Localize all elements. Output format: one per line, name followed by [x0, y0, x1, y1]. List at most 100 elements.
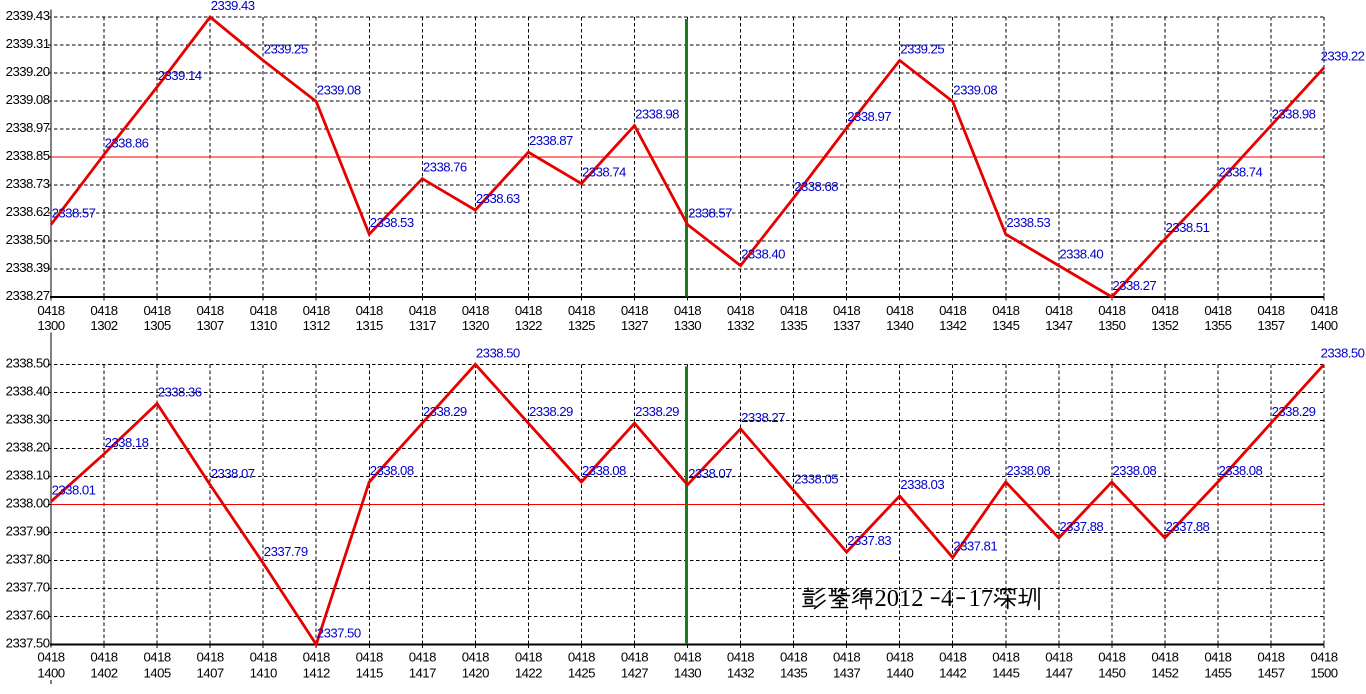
svg-text:0418: 0418 [1151, 650, 1178, 665]
svg-text:2338.74: 2338.74 [582, 165, 626, 180]
svg-text:2337.60: 2337.60 [6, 607, 50, 622]
svg-text:0418: 0418 [303, 650, 330, 665]
svg-text:1455: 1455 [1204, 665, 1231, 680]
svg-text:2338.76: 2338.76 [423, 160, 467, 175]
svg-text:1340: 1340 [886, 318, 913, 333]
svg-text:2338.30: 2338.30 [6, 411, 50, 426]
svg-text:2338.10: 2338.10 [6, 467, 50, 482]
svg-text:2338.50: 2338.50 [6, 355, 50, 370]
svg-text:0418: 0418 [780, 650, 807, 665]
svg-text:0418: 0418 [886, 650, 913, 665]
svg-text:2338.03: 2338.03 [900, 477, 944, 492]
svg-text:1420: 1420 [462, 665, 489, 680]
svg-text:2339.43: 2339.43 [211, 0, 255, 13]
svg-text:0418: 0418 [197, 650, 224, 665]
svg-text:2339.22: 2339.22 [1321, 49, 1365, 64]
svg-text:2338.27: 2338.27 [741, 410, 785, 425]
svg-text:1350: 1350 [1098, 318, 1125, 333]
svg-text:1315: 1315 [356, 318, 383, 333]
svg-text:1440: 1440 [886, 665, 913, 680]
svg-text:0418: 0418 [409, 303, 436, 318]
svg-text:1430: 1430 [674, 665, 701, 680]
svg-text:0418: 0418 [356, 650, 383, 665]
svg-text:0418: 0418 [886, 303, 913, 318]
svg-text:2338.63: 2338.63 [476, 191, 520, 206]
svg-text:0418: 0418 [1204, 650, 1231, 665]
svg-text:0418: 0418 [144, 303, 171, 318]
svg-text:1457: 1457 [1257, 665, 1284, 680]
svg-text:1337: 1337 [833, 318, 860, 333]
svg-text:1342: 1342 [939, 318, 966, 333]
svg-text:2338.74: 2338.74 [1219, 165, 1263, 180]
svg-text:1355: 1355 [1204, 318, 1231, 333]
svg-text:2338.97: 2338.97 [847, 109, 891, 124]
svg-text:2338.27: 2338.27 [6, 288, 50, 303]
svg-text:1310: 1310 [250, 318, 277, 333]
svg-text:2338.62: 2338.62 [6, 204, 50, 219]
svg-text:0418: 0418 [1257, 650, 1284, 665]
svg-text:2338.07: 2338.07 [211, 466, 255, 481]
svg-text:1425: 1425 [568, 665, 595, 680]
svg-text:2337.88: 2337.88 [1059, 519, 1103, 534]
svg-text:1422: 1422 [515, 665, 542, 680]
svg-text:1335: 1335 [780, 318, 807, 333]
svg-text:0418: 0418 [568, 303, 595, 318]
svg-text:0418: 0418 [90, 650, 117, 665]
svg-text:2338.29: 2338.29 [635, 404, 679, 419]
svg-text:0418: 0418 [833, 303, 860, 318]
svg-text:1325: 1325 [568, 318, 595, 333]
svg-text:1445: 1445 [992, 665, 1019, 680]
svg-text:2338.18: 2338.18 [105, 435, 149, 450]
svg-text:0418: 0418 [250, 650, 277, 665]
svg-text:4: 4 [941, 585, 953, 612]
svg-text:2337.90: 2337.90 [6, 523, 50, 538]
svg-text:0418: 0418 [515, 303, 542, 318]
svg-text:1500: 1500 [1310, 665, 1337, 680]
svg-text:2338.53: 2338.53 [1006, 215, 1050, 230]
svg-text:1442: 1442 [939, 665, 966, 680]
svg-text:0418: 0418 [568, 650, 595, 665]
svg-text:2338.87: 2338.87 [529, 133, 573, 148]
svg-text:2339.31: 2339.31 [6, 36, 50, 51]
svg-text:0418: 0418 [90, 303, 117, 318]
svg-text:2338.50: 2338.50 [1321, 345, 1365, 360]
svg-text:1300: 1300 [37, 318, 64, 333]
svg-text:0418: 0418 [621, 303, 648, 318]
svg-text:2339.08: 2339.08 [953, 83, 997, 98]
svg-text:1427: 1427 [621, 665, 648, 680]
svg-text:1305: 1305 [144, 318, 171, 333]
svg-text:1320: 1320 [462, 318, 489, 333]
svg-text:1347: 1347 [1045, 318, 1072, 333]
svg-text:2337.79: 2337.79 [264, 544, 308, 559]
svg-text:2338.98: 2338.98 [1272, 107, 1316, 122]
svg-text:1447: 1447 [1045, 665, 1072, 680]
svg-text:2338.50: 2338.50 [476, 345, 520, 360]
svg-text:1302: 1302 [90, 318, 117, 333]
svg-text:2338.08: 2338.08 [1006, 463, 1050, 478]
svg-text:2338.00: 2338.00 [6, 495, 50, 510]
svg-text:2338.07: 2338.07 [688, 466, 732, 481]
svg-text:0418: 0418 [1310, 650, 1337, 665]
svg-text:0418: 0418 [462, 303, 489, 318]
svg-text:0418: 0418 [833, 650, 860, 665]
svg-text:0418: 0418 [515, 650, 542, 665]
svg-text:1410: 1410 [250, 665, 277, 680]
svg-text:0418: 0418 [1310, 303, 1337, 318]
svg-text:2338.29: 2338.29 [1272, 404, 1316, 419]
svg-text:0418: 0418 [37, 303, 64, 318]
svg-text:0418: 0418 [674, 303, 701, 318]
svg-text:1417: 1417 [409, 665, 436, 680]
svg-text:0418: 0418 [939, 303, 966, 318]
svg-text:2338.05: 2338.05 [794, 471, 838, 486]
svg-text:2338.39: 2338.39 [6, 260, 50, 275]
svg-text:0418: 0418 [197, 303, 224, 318]
svg-text:17: 17 [969, 585, 994, 612]
svg-text:0418: 0418 [303, 303, 330, 318]
svg-text:2337.83: 2337.83 [847, 533, 891, 548]
svg-text:1435: 1435 [780, 665, 807, 680]
svg-text:1450: 1450 [1098, 665, 1125, 680]
svg-text:2339.43: 2339.43 [6, 8, 50, 23]
svg-text:2337.50: 2337.50 [6, 635, 50, 650]
svg-text:1327: 1327 [621, 318, 648, 333]
svg-text:2338.57: 2338.57 [52, 206, 96, 221]
